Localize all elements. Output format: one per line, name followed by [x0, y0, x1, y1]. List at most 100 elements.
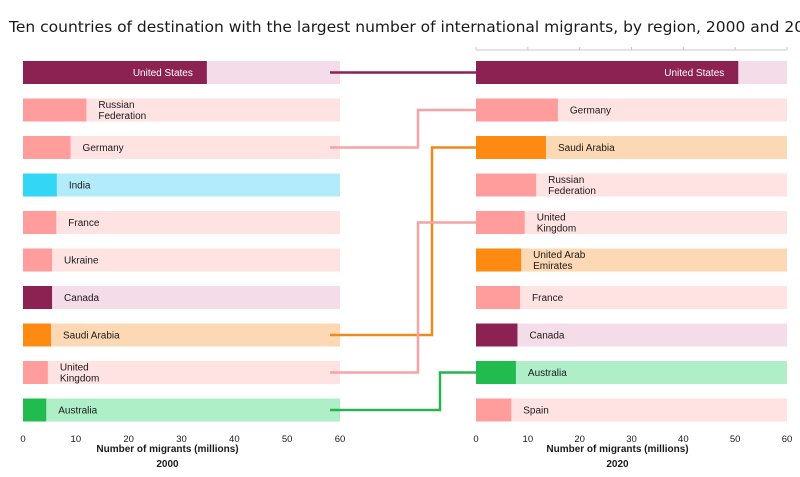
bar-2020-saudi-arabia [476, 136, 546, 159]
bar-background-2020-saudi-arabia [476, 136, 787, 159]
bar-background-2000-india [23, 173, 340, 197]
bar-2020-united-states [476, 61, 739, 84]
bar-2020-germany [476, 98, 558, 122]
bar-background-2000-united-kingdom [23, 361, 340, 384]
bar-label-line-2020-united-kingdom-0: United [537, 213, 566, 224]
bar-label-line-2000-india-0: India [69, 181, 91, 192]
bar-label-2000-united-kingdom: United Kingdom [60, 363, 99, 385]
bar-2000-ukraine [23, 248, 53, 272]
bar-background-2000-canada [23, 286, 340, 309]
x-tick-label-2000-1: 10 [71, 434, 82, 445]
bar-label-line-2020-russian-federation-1: Federation [548, 186, 596, 197]
bar-label-2000-united-states: United States [133, 68, 193, 79]
bar-label-2000-russian-federation: Russian Federation [98, 100, 146, 122]
bar-label-2020-united-states: United States [664, 68, 724, 79]
chart-title: Ten countries of destination with the la… [9, 18, 800, 36]
bar-label-line-2020-canada-0: Canada [529, 331, 564, 342]
bar-label-2000-australia: Australia [58, 406, 97, 417]
bar-label-line-2000-saudi-arabia-0: Saudi Arabia [63, 331, 120, 342]
bar-label-line-2000-france-0: France [68, 218, 100, 229]
bar-label-line-2020-saudi-arabia-0: Saudi Arabia [558, 143, 615, 154]
year-label-2020: 2020 [606, 459, 629, 470]
x-tick-label-2000-2: 20 [123, 434, 134, 445]
x-tick-label-2020-5: 50 [730, 434, 741, 445]
bar-label-line-2000-united-kingdom-0: United [60, 363, 89, 374]
bar-label-2000-germany: Germany [83, 143, 124, 154]
x-tick-label-2000-5: 50 [282, 434, 293, 445]
bar-label-line-2020-france-0: France [532, 293, 564, 304]
connector-australia [330, 371, 478, 412]
bar-background-2000-russian-federation [23, 98, 340, 122]
bar-background-2020-united-kingdom [476, 211, 787, 234]
bar-label-line-2020-united-states-0: United States [664, 68, 724, 79]
connector-saudi-arabia [330, 146, 478, 337]
bar-label-line-2020-germany-0: Germany [570, 106, 611, 117]
bar-2000-india [23, 173, 57, 197]
bar-2020-france [476, 286, 521, 309]
x-tick-label-2020-1: 10 [523, 434, 534, 445]
bar-label-line-2000-canada-0: Canada [64, 293, 99, 304]
x-tick-label-2020-0: 0 [473, 434, 478, 445]
bar-label-line-2000-russian-federation-0: Russian [98, 100, 134, 111]
bar-background-2020-spain [476, 398, 787, 422]
bar-label-line-2000-germany-0: Germany [83, 143, 124, 154]
bar-label-2000-saudi-arabia: Saudi Arabia [63, 331, 120, 342]
x-tick-label-2000-0: 0 [20, 434, 25, 445]
bar-2000-russian-federation [23, 98, 87, 122]
bar-label-line-2000-australia-0: Australia [58, 406, 97, 417]
year-label-2000: 2000 [156, 459, 179, 470]
bar-2020-united-arab-emirates [476, 248, 522, 272]
x-axis-label-2020: Number of migrants (millions) [546, 444, 688, 455]
connector-germany [330, 108, 478, 149]
bar-label-line-2020-united-arab-emirates-0: United Arab [533, 250, 586, 261]
bar-2000-canada [23, 286, 53, 309]
bar-label-line-2020-united-arab-emirates-1: Emirates [533, 261, 572, 272]
bar-background-2020-australia [476, 361, 787, 384]
bar-label-line-2020-russian-federation-0: Russian [548, 175, 584, 186]
bar-2000-australia [23, 398, 47, 422]
connector-united-kingdom [330, 221, 478, 374]
bar-2000-saudi-arabia [23, 323, 52, 347]
bar-2020-canada [476, 323, 518, 347]
x-tick-label-2020-2: 20 [574, 434, 585, 445]
bar-label-2020-germany: Germany [570, 106, 611, 117]
bar-label-2020-canada: Canada [529, 331, 564, 342]
bar-label-2000-france: France [68, 218, 100, 229]
bar-2020-australia [476, 361, 516, 384]
bar-2000-united-states [23, 61, 207, 84]
bar-label-line-2000-ukraine-0: Ukraine [64, 256, 99, 267]
bar-background-2000-germany [23, 136, 340, 159]
x-tick-label-2000-6: 60 [335, 434, 346, 445]
bar-background-2020-russian-federation [476, 173, 787, 197]
x-axis-label-2000: Number of migrants (millions) [96, 444, 238, 455]
bar-2020-spain [476, 398, 512, 422]
bar-label-line-2000-russian-federation-1: Federation [98, 111, 146, 122]
bar-label-line-2020-united-kingdom-1: Kingdom [537, 224, 576, 235]
bar-background-2000-ukraine [23, 248, 340, 272]
bar-background-2000-australia [23, 398, 340, 422]
bar-label-2000-india: India [69, 181, 91, 192]
bar-label-2020-spain: Spain [523, 406, 549, 417]
bar-label-2000-ukraine: Ukraine [64, 256, 99, 267]
bar-label-2020-united-arab-emirates: United Arab Emirates [533, 250, 586, 272]
bar-background-2020-canada [476, 323, 787, 347]
bar-label-line-2000-united-states-0: United States [133, 68, 193, 79]
bar-label-2000-canada: Canada [64, 293, 99, 304]
bar-background-2020-france [476, 286, 787, 309]
bar-2020-united-kingdom [476, 211, 525, 234]
bar-label-line-2020-spain-0: Spain [523, 406, 549, 417]
x-tick-label-2020-4: 40 [678, 434, 689, 445]
bar-2000-france [23, 211, 57, 234]
x-tick-label-2000-3: 30 [176, 434, 187, 445]
bar-background-2020-united-arab-emirates [476, 248, 787, 272]
bar-label-2020-russian-federation: Russian Federation [548, 175, 596, 197]
bar-2000-united-kingdom [23, 361, 48, 384]
x-tick-label-2020-3: 30 [626, 434, 637, 445]
x-tick-label-2000-4: 40 [229, 434, 240, 445]
bar-2000-germany [23, 136, 71, 159]
bar-label-2020-united-kingdom: United Kingdom [537, 213, 576, 235]
bar-label-line-2020-australia-0: Australia [528, 368, 567, 379]
bar-background-2000-france [23, 211, 340, 234]
bar-2020-russian-federation [476, 173, 537, 197]
